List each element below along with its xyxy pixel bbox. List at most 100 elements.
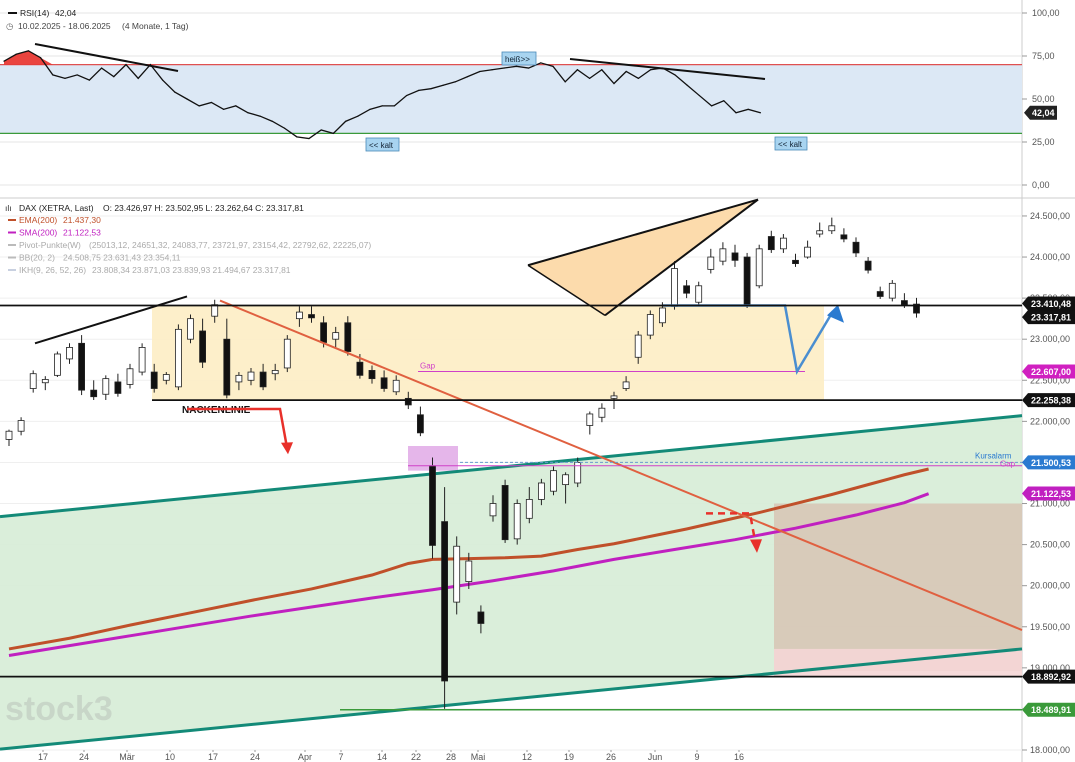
candle-body xyxy=(429,465,436,546)
x-tick-label: Mär xyxy=(119,752,135,762)
candle-body xyxy=(731,252,739,261)
candle-body xyxy=(659,307,666,324)
price-y-tick-label: 21.000,00 xyxy=(1030,499,1070,509)
x-tick-label: 17 xyxy=(208,752,218,762)
watermark-logo: stock3 xyxy=(5,690,113,728)
candle-body xyxy=(356,361,364,376)
rsi-y-tick-label: 0,00 xyxy=(1032,180,1050,190)
price-level-value: 21.500,53 xyxy=(1031,458,1071,468)
rsi-current-value: 42,04 xyxy=(1032,108,1055,118)
rising-wedge-fill xyxy=(528,199,758,316)
rsi-point xyxy=(52,74,54,76)
price-level-tag xyxy=(1022,455,1075,470)
rsi-point xyxy=(674,74,676,76)
indicator-value: 23.808,34 23.871,03 23.839,93 21.494,67 … xyxy=(92,265,291,275)
candle-body xyxy=(126,368,134,385)
candle-body xyxy=(223,338,231,396)
rsi-point xyxy=(393,105,395,107)
rsi-point xyxy=(296,136,298,138)
indicator-label: EMA(200) xyxy=(19,215,57,225)
rsi-point xyxy=(601,69,603,71)
candle-body xyxy=(743,256,751,306)
candle-body xyxy=(598,407,606,418)
candle-body xyxy=(150,371,158,389)
price-y-tick-label: 22.500,00 xyxy=(1030,375,1070,385)
wedge-upper-line xyxy=(527,198,759,267)
candle-body xyxy=(368,370,376,380)
wedge-left-line xyxy=(527,264,606,317)
rsi-point xyxy=(3,60,5,62)
candle-body xyxy=(416,414,424,434)
candle-body xyxy=(816,230,824,235)
candle-body xyxy=(695,285,703,303)
candle-body xyxy=(828,225,836,232)
candle-body xyxy=(489,503,497,517)
candle-body xyxy=(332,332,340,340)
candle-body xyxy=(610,395,618,399)
rsi-point xyxy=(357,115,359,117)
rsi-point xyxy=(479,70,481,73)
rsi-point xyxy=(515,65,518,67)
rsi-point xyxy=(491,69,493,71)
candle-body xyxy=(102,378,110,395)
rsi-cold-badge-2: << kalt xyxy=(778,140,803,149)
candle-body xyxy=(114,381,122,394)
target-arrow xyxy=(706,512,758,547)
price-y-tick-label: 19.000,00 xyxy=(1030,663,1070,673)
candle-body xyxy=(199,330,207,363)
rsi-point xyxy=(271,120,273,122)
rsi-point xyxy=(454,81,456,83)
x-tick-label: 16 xyxy=(734,752,744,762)
uptrend-channel-fill xyxy=(0,415,1022,750)
price-level-tag xyxy=(1022,669,1075,684)
candle-body xyxy=(90,389,98,398)
indicator-swatch xyxy=(8,256,16,259)
rsi-cold-badge-1: << kalt xyxy=(369,141,394,150)
rsi-point xyxy=(552,65,554,67)
indicator-value: 24.508,75 23.631,43 23.354,11 xyxy=(63,253,181,263)
rsi-point xyxy=(101,67,103,69)
rsi-point xyxy=(576,69,579,71)
candle-body xyxy=(538,482,545,500)
candle-body xyxy=(392,379,400,393)
x-tick-label: 22 xyxy=(411,752,421,762)
indicator-value: 21.122,53 xyxy=(63,228,101,238)
price-level-value: 23.410,48 xyxy=(1031,299,1071,309)
candle-body xyxy=(792,259,799,265)
candle-body xyxy=(767,236,775,251)
indicator-swatch xyxy=(8,219,16,221)
candle-body xyxy=(864,260,872,271)
x-tick-label: Jun xyxy=(648,752,663,762)
rsi-point xyxy=(747,108,749,110)
rsi-hot-badge-box xyxy=(501,51,537,66)
sma200-line xyxy=(8,492,930,657)
x-tick-label: 17 xyxy=(38,752,48,762)
rsi-hot-badge: heiß>> xyxy=(505,55,530,64)
x-tick-label: 12 xyxy=(522,752,532,762)
candle-body xyxy=(29,373,37,389)
candle-body xyxy=(5,430,13,440)
price-level-tag xyxy=(1022,310,1075,325)
rsi-point xyxy=(418,89,420,91)
price-y-tick-label: 20.500,00 xyxy=(1030,540,1070,550)
wedge-lower-line xyxy=(604,198,759,317)
candle-body xyxy=(54,353,61,376)
candle-body xyxy=(852,241,860,254)
candle-body xyxy=(404,397,412,406)
rsi-overbought-fill xyxy=(4,50,65,65)
rsi-current-tag xyxy=(1024,105,1057,120)
candle-body xyxy=(295,311,303,320)
indicator-label: BB(20, 2) xyxy=(19,253,55,263)
x-tick-label: 24 xyxy=(79,752,89,762)
candle-body xyxy=(586,413,594,426)
price-level-value: 18.892,92 xyxy=(1031,672,1071,682)
candle-body xyxy=(913,303,920,314)
price-level-value: 22.607,00 xyxy=(1031,367,1071,377)
rsi-point xyxy=(406,94,408,97)
candle-body xyxy=(283,338,291,369)
rsi-point xyxy=(686,84,688,86)
rsi-point xyxy=(332,132,334,134)
rsi-point xyxy=(210,101,212,104)
candle-body xyxy=(901,300,908,306)
rsi-legend-swatch xyxy=(8,12,17,14)
